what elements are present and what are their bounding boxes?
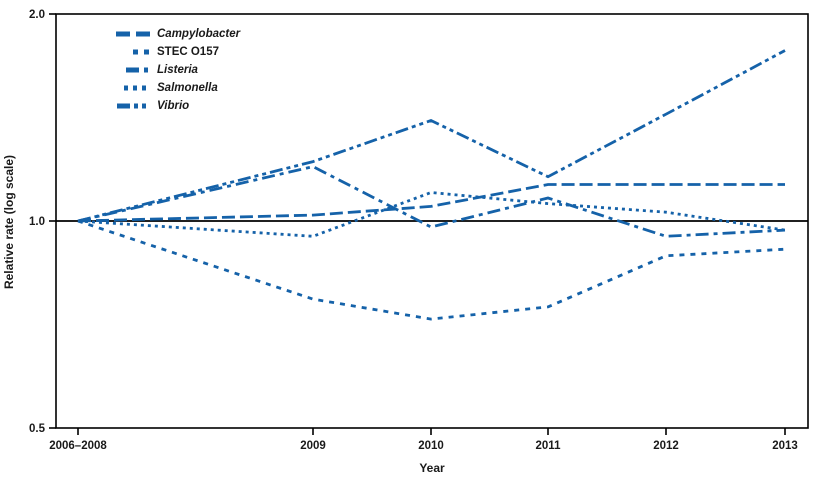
legend-swatch-cell	[108, 67, 150, 73]
legend-item-stec-o157: STEC O157	[108, 43, 240, 61]
y-tick-label: 2.0	[29, 9, 45, 21]
x-tick-label: 2011	[536, 440, 562, 452]
legend-label: Listeria	[157, 64, 198, 76]
legend-label: Salmonella	[157, 82, 218, 94]
legend-label: Vibrio	[157, 100, 190, 112]
x-tick-label: 2010	[418, 440, 444, 452]
legend-swatch-cell	[108, 85, 150, 91]
legend-label: STEC O157	[157, 46, 219, 58]
x-tick-label: 2013	[772, 440, 798, 452]
legend-line-swatch-icon	[116, 31, 150, 37]
legend-label: Campylobacter	[157, 28, 241, 40]
legend-line-swatch-icon	[133, 49, 150, 55]
legend-line-swatch-icon	[117, 103, 150, 109]
legend-item-vibrio: Vibrio	[108, 97, 240, 115]
legend-item-salmonella: Salmonella	[108, 79, 240, 97]
x-tick-label: 2012	[653, 440, 679, 452]
x-axis-title: Year	[419, 461, 445, 475]
series-line-listeria	[77, 165, 786, 238]
series-line-salmonella	[77, 191, 786, 238]
legend-line-swatch-icon	[124, 85, 150, 91]
x-tick-label: 2006–2008	[49, 440, 107, 452]
y-tick-label: 0.5	[29, 423, 46, 435]
legend-swatch-cell	[108, 103, 150, 109]
legend-item-campylobacter: Campylobacter	[108, 25, 240, 43]
y-tick-label: 1.0	[29, 216, 45, 228]
series-line-vibrio	[77, 49, 786, 223]
legend-swatch-cell	[108, 31, 150, 37]
legend-swatch-cell	[108, 49, 150, 55]
y-axis-title: Relative rate (log scale)	[2, 154, 16, 290]
legend-item-listeria: Listeria	[108, 61, 240, 79]
x-tick-label: 2009	[300, 440, 326, 452]
legend-line-swatch-icon	[126, 67, 150, 73]
legend: Campylobacter STEC O157 Listeria Salmonella…	[108, 25, 240, 115]
